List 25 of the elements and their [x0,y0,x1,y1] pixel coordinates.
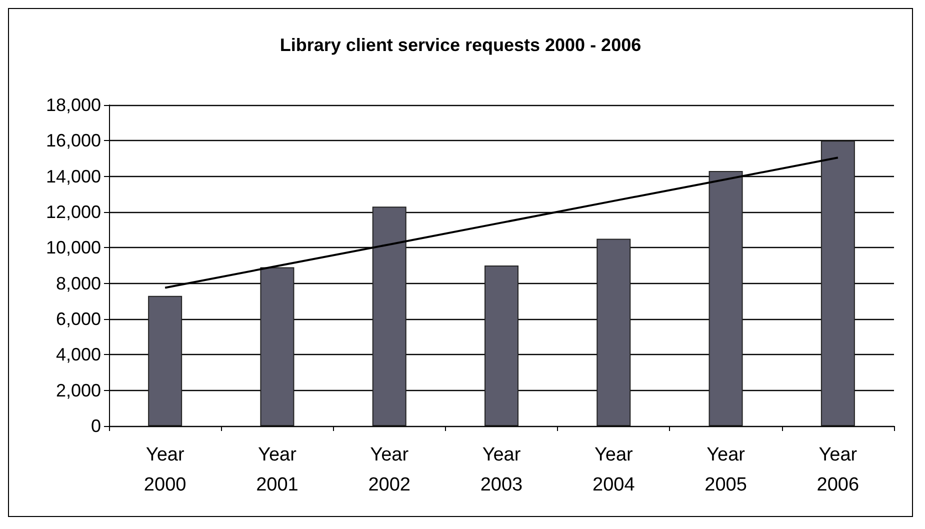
y-tick-label: 0 [90,416,101,436]
y-tick-label: 14,000 [46,166,101,186]
y-tick-label: 4,000 [56,344,101,365]
y-tick-label: 16,000 [46,130,101,151]
x-tick-label: Year 2002 [368,444,410,496]
bar [820,140,855,426]
x-tick-label: Year 2001 [256,444,298,496]
x-tick-label: Year 2005 [704,444,747,496]
y-tick-label: 2,000 [56,380,101,400]
x-tick-label: Year 2004 [592,444,636,496]
x-tick-label: Year 2000 [144,444,186,496]
bar [260,267,294,426]
y-tick-label: 8,000 [56,273,101,294]
bar [148,296,182,426]
bar [484,266,518,426]
y-tick-label: 10,000 [46,238,101,258]
y-tick-label: 18,000 [46,95,101,115]
x-tick-label: Year 2003 [480,444,523,496]
bar [708,170,743,426]
y-tick-label: 12,000 [46,202,101,222]
bar [372,206,406,426]
y-tick-label: 6,000 [56,309,101,329]
chart-title: Library client service requests 2000 - 2006 [280,35,642,55]
x-tick-label: Year 2006 [816,444,860,496]
bar [596,238,631,426]
